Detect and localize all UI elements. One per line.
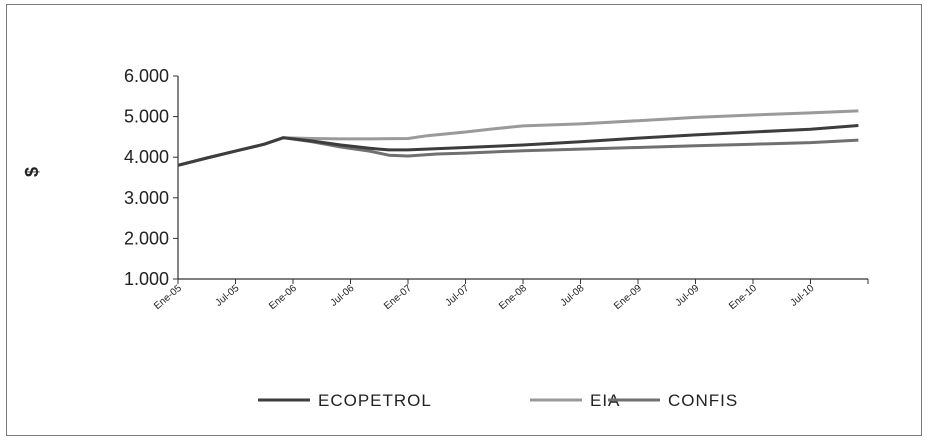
series-line-confis <box>177 136 859 167</box>
x-tick-label: Ene-08 <box>497 283 529 312</box>
legend-label-eia: EIA <box>590 391 620 410</box>
legend-label-ecopetrol: ECOPETROL <box>318 391 432 410</box>
y-tick-label: 3.000 <box>124 188 169 208</box>
x-tick-label: Ene-06 <box>267 283 299 312</box>
x-tick-label: Jul-05 <box>213 283 241 309</box>
x-tick-label: Jul-09 <box>673 283 701 309</box>
series-line-ecopetrol <box>177 124 859 167</box>
x-tick-label: Jul-08 <box>558 283 586 309</box>
y-tick-label: 6.000 <box>124 66 169 86</box>
x-tick-label: Ene-07 <box>382 283 414 312</box>
chart-frame <box>6 4 922 436</box>
y-tick-label: 4.000 <box>124 147 169 167</box>
y-tick-label: 1.000 <box>124 269 169 289</box>
y-tick-label: 2.000 <box>124 228 169 248</box>
x-tick-label: Jul-07 <box>443 283 471 309</box>
y-axis-label: $ <box>22 167 42 177</box>
x-tick-label: Jul-06 <box>328 283 356 309</box>
x-tick-label: Jul-10 <box>788 283 816 309</box>
y-tick-label: 5.000 <box>124 107 169 127</box>
x-tick-label: Ene-10 <box>727 283 759 312</box>
x-tick-label: Ene-09 <box>612 283 644 312</box>
legend-label-confis: CONFIS <box>668 391 738 410</box>
